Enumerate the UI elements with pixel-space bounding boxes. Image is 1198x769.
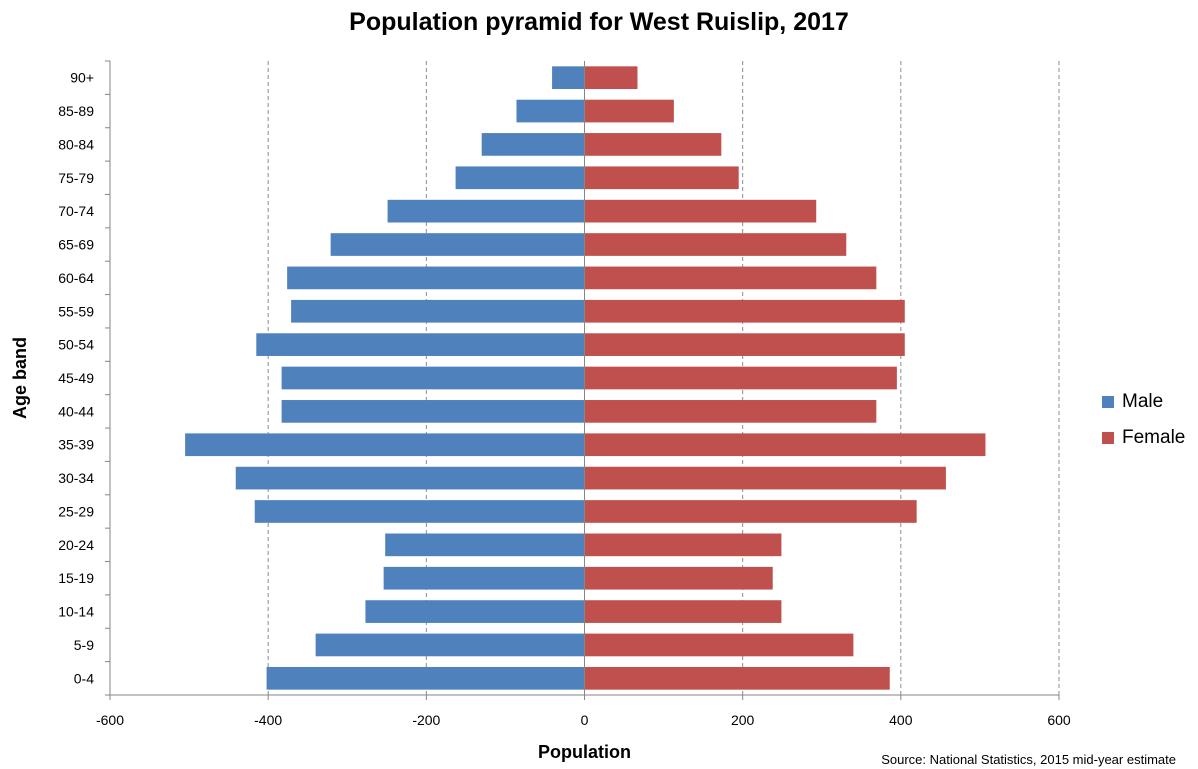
bar-female-75-79: [584, 166, 739, 190]
bar-male-65-69: [330, 233, 585, 256]
y-tick-label: 5-9: [74, 637, 94, 653]
bar-female-0-4: [584, 666, 890, 690]
bar-male-35-39: [185, 433, 585, 457]
bar-male-50-54: [256, 333, 585, 356]
bar-female-40-44: [584, 400, 877, 423]
bar-male-75-79: [455, 166, 585, 190]
legend-label-male: Male: [1122, 391, 1164, 412]
bar-female-20-24: [584, 533, 782, 557]
y-tick-label: 50-54: [58, 337, 94, 353]
y-tick-label: 90+: [70, 70, 94, 86]
y-tick-label: 85-89: [58, 103, 94, 119]
y-tick-label: 30-34: [58, 470, 94, 486]
bar-female-60-64: [584, 266, 877, 290]
bar-male-15-19: [383, 566, 585, 590]
bar-male-40-44: [281, 400, 585, 423]
legend-label-female: Female: [1122, 427, 1186, 448]
y-tick-label: 75-79: [58, 170, 94, 186]
bar-male-60-64: [287, 266, 585, 290]
y-tick-label: 15-19: [58, 570, 94, 586]
legend-item-male: Male: [1102, 384, 1185, 420]
bar-female-25-29: [584, 500, 917, 523]
source-note: Source: National Statistics, 2015 mid-ye…: [881, 752, 1176, 767]
x-tick-label: -600: [96, 712, 124, 728]
legend-swatch-female: [1102, 432, 1114, 444]
y-tick-label: 80-84: [58, 136, 94, 152]
y-tick-label: 70-74: [58, 203, 94, 219]
y-tick-label: 45-49: [58, 370, 94, 386]
y-tick-label: 60-64: [58, 270, 94, 286]
bar-female-65-69: [584, 233, 847, 256]
bar-male-20-24: [385, 533, 585, 557]
bar-female-35-39: [584, 433, 986, 457]
bar-female-45-49: [584, 366, 897, 390]
bar-male-30-34: [235, 466, 585, 490]
y-tick-label: 0-4: [74, 670, 94, 686]
x-tick-label: 0: [581, 712, 589, 728]
bar-female-55-59: [584, 299, 905, 323]
x-tick-label: -200: [412, 712, 440, 728]
chart-legend: Male Female: [1102, 384, 1185, 456]
bar-female-30-34: [584, 466, 946, 490]
y-tick-label: 20-24: [58, 537, 94, 553]
bar-female-15-19: [584, 566, 773, 590]
bar-female-10-14: [584, 600, 782, 623]
bar-male-70-74: [387, 199, 585, 223]
bar-male-45-49: [281, 366, 585, 390]
y-tick-label: 65-69: [58, 237, 94, 253]
x-tick-label: 600: [1047, 712, 1071, 728]
x-tick-label: 200: [731, 712, 755, 728]
y-tick-label: 10-14: [58, 604, 94, 620]
legend-swatch-male: [1102, 396, 1114, 408]
bar-male-85-89: [516, 99, 585, 123]
y-tick-label: 55-59: [58, 303, 94, 319]
chart-title: Population pyramid for West Ruislip, 201…: [349, 8, 849, 36]
x-tick-label: 400: [889, 712, 913, 728]
y-tick-label: 35-39: [58, 437, 94, 453]
y-axis-title: Age band: [10, 337, 30, 419]
bar-female-90+: [584, 66, 638, 90]
x-axis-title: Population: [538, 742, 631, 762]
bar-male-80-84: [481, 133, 585, 156]
bar-female-5-9: [584, 633, 854, 657]
bar-male-10-14: [365, 600, 585, 623]
bar-male-5-9: [315, 633, 585, 657]
bar-male-0-4: [266, 666, 585, 690]
bar-female-50-54: [584, 333, 905, 356]
bar-male-25-29: [254, 500, 585, 523]
legend-item-female: Female: [1102, 420, 1185, 456]
bar-male-90+: [552, 66, 585, 90]
y-tick-label: 25-29: [58, 503, 94, 519]
y-tick-label: 40-44: [58, 403, 94, 419]
bar-female-85-89: [584, 99, 674, 123]
x-tick-label: -400: [254, 712, 282, 728]
bar-male-55-59: [291, 299, 585, 323]
bar-female-80-84: [584, 133, 722, 156]
bar-female-70-74: [584, 199, 817, 223]
